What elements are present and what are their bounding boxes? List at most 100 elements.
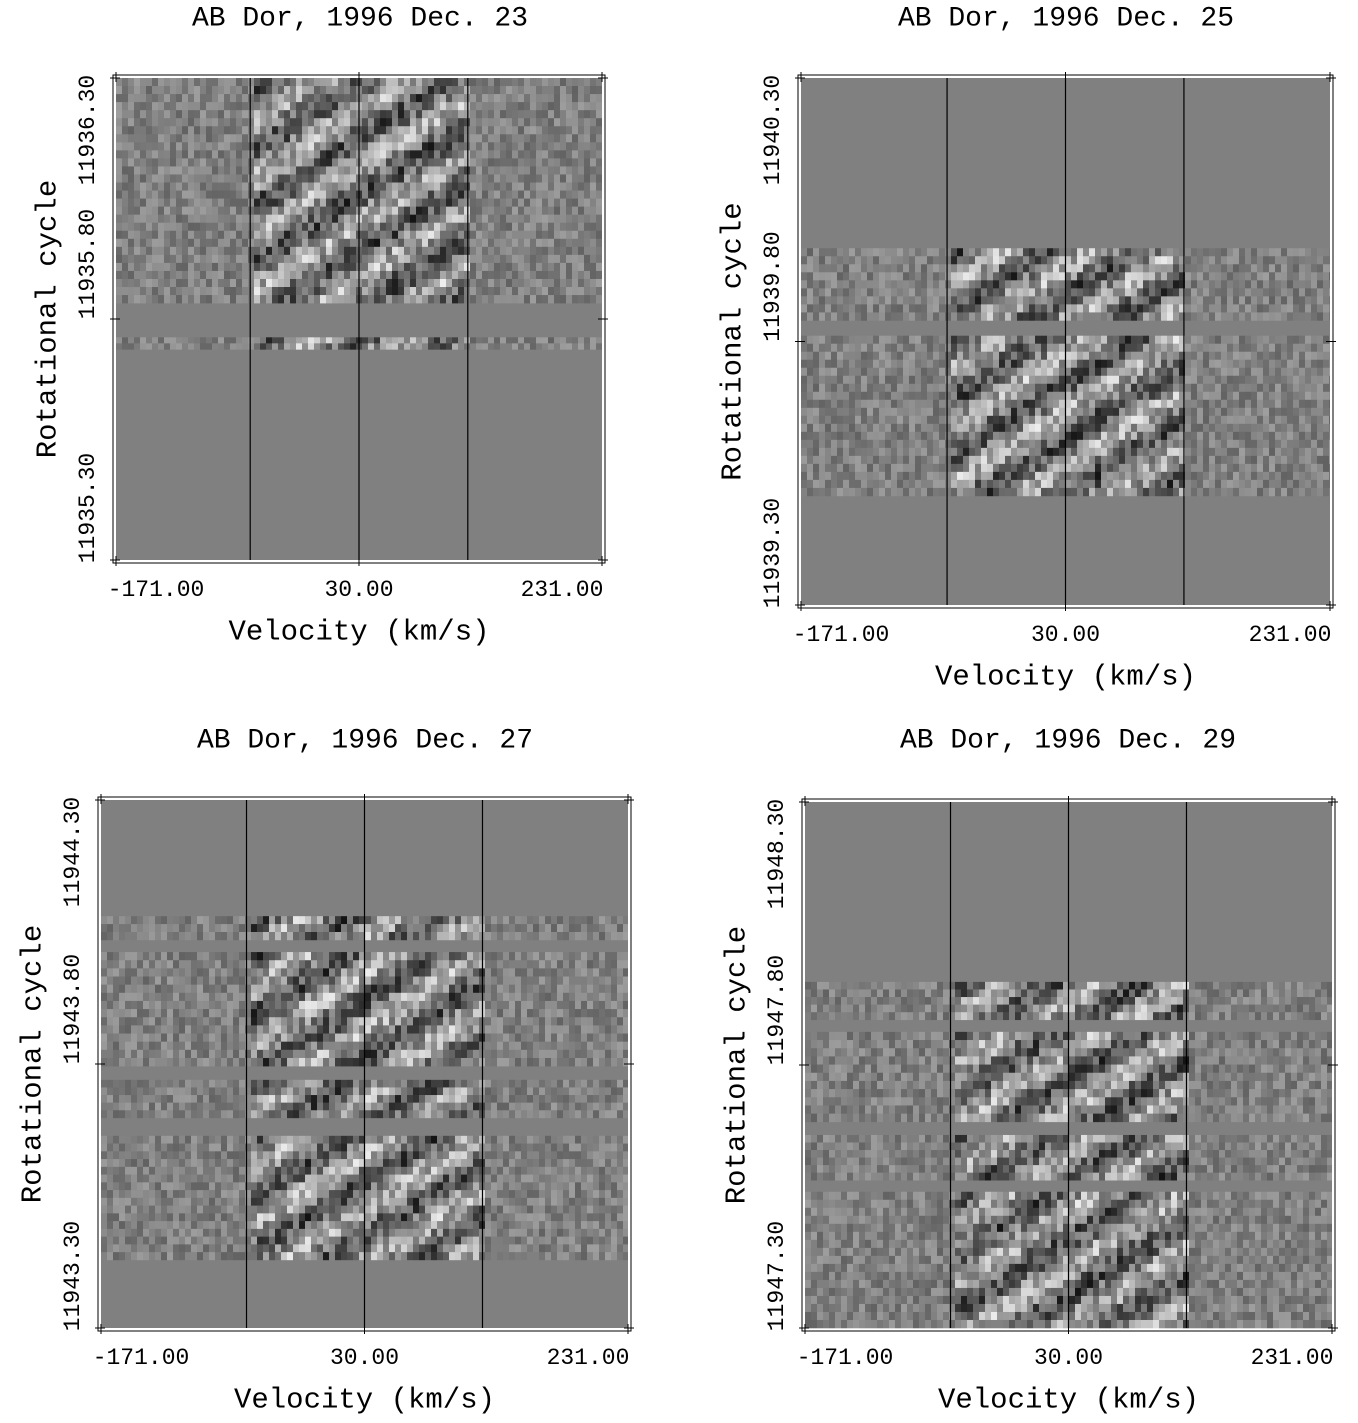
noise-cell bbox=[554, 158, 560, 166]
noise-cell bbox=[1059, 256, 1065, 264]
noise-cell bbox=[1059, 456, 1065, 464]
noise-cell bbox=[885, 416, 891, 424]
noise-cell bbox=[1257, 424, 1263, 432]
noise-cell bbox=[957, 368, 963, 376]
noise-cell bbox=[182, 118, 188, 126]
noise-cell bbox=[1293, 480, 1299, 488]
noise-cell bbox=[999, 472, 1005, 480]
noise-cell bbox=[362, 263, 368, 271]
noise-cell bbox=[560, 94, 566, 102]
noise-cell bbox=[278, 287, 284, 295]
noise-cell bbox=[524, 110, 530, 118]
noise-cell bbox=[482, 295, 488, 303]
noise-cell bbox=[212, 174, 218, 182]
noise-cell bbox=[188, 166, 194, 174]
noise-cell bbox=[843, 264, 849, 272]
noise-cell bbox=[969, 280, 975, 288]
noise-cell bbox=[813, 280, 819, 288]
noise-cell bbox=[134, 78, 140, 86]
noise-cell bbox=[344, 86, 350, 94]
noise-cell bbox=[272, 110, 278, 118]
noise-cell bbox=[1089, 272, 1095, 280]
noise-cell bbox=[260, 247, 266, 255]
noise-cell bbox=[1083, 360, 1089, 368]
noise-cell bbox=[1035, 368, 1041, 376]
noise-cell bbox=[380, 166, 386, 174]
noise-cell bbox=[819, 288, 825, 296]
noise-cell bbox=[416, 166, 422, 174]
noise-cell bbox=[1119, 408, 1125, 416]
noise-cell bbox=[993, 288, 999, 296]
noise-cell bbox=[915, 440, 921, 448]
noise-cell bbox=[1233, 448, 1239, 456]
noise-cell bbox=[867, 280, 873, 288]
noise-cell bbox=[194, 337, 200, 343]
noise-cell bbox=[801, 360, 807, 368]
noise-cell bbox=[212, 134, 218, 142]
noise-cell bbox=[140, 295, 146, 303]
noise-cell bbox=[206, 207, 212, 215]
noise-cell bbox=[921, 304, 927, 312]
noise-cell bbox=[374, 118, 380, 126]
noise-cell bbox=[398, 142, 404, 150]
noise-cell bbox=[801, 488, 807, 496]
noise-cell bbox=[1101, 400, 1107, 408]
noise-cell bbox=[1245, 472, 1251, 480]
noise-cell bbox=[488, 110, 494, 118]
noise-cell bbox=[1293, 368, 1299, 376]
noise-cell bbox=[578, 343, 584, 349]
noise-cell bbox=[987, 376, 993, 384]
noise-cell bbox=[428, 134, 434, 142]
noise-cell bbox=[1311, 248, 1317, 256]
noise-cell bbox=[909, 440, 915, 448]
noise-cell bbox=[530, 183, 536, 191]
noise-cell bbox=[314, 199, 320, 207]
noise-cell bbox=[578, 183, 584, 191]
noise-cell bbox=[404, 118, 410, 126]
noise-cell bbox=[819, 296, 825, 304]
noise-cell bbox=[1293, 248, 1299, 256]
noise-cell bbox=[590, 183, 596, 191]
noise-cell bbox=[1131, 336, 1137, 344]
noise-cell bbox=[993, 448, 999, 456]
noise-cell bbox=[152, 337, 158, 343]
noise-cell bbox=[182, 231, 188, 239]
noise-cell bbox=[434, 110, 440, 118]
noise-cell bbox=[422, 337, 428, 343]
noise-cell bbox=[518, 215, 524, 223]
noise-cell bbox=[440, 271, 446, 279]
noise-cell bbox=[837, 392, 843, 400]
noise-cell bbox=[422, 166, 428, 174]
noise-cell bbox=[308, 207, 314, 215]
noise-cell bbox=[194, 295, 200, 303]
noise-cell bbox=[1305, 264, 1311, 272]
noise-cell bbox=[843, 392, 849, 400]
noise-cell bbox=[1089, 352, 1095, 360]
noise-cell bbox=[1071, 416, 1077, 424]
noise-cell bbox=[200, 126, 206, 134]
noise-cell bbox=[1329, 360, 1330, 368]
noise-cell bbox=[116, 295, 122, 303]
noise-cell bbox=[1299, 464, 1305, 472]
noise-cell bbox=[266, 337, 272, 343]
noise-cell bbox=[530, 337, 536, 343]
noise-cell bbox=[963, 440, 969, 448]
noise-cell bbox=[122, 102, 128, 110]
noise-cell bbox=[536, 199, 542, 207]
noise-cell bbox=[1059, 448, 1065, 456]
noise-cell bbox=[128, 126, 134, 134]
noise-cell bbox=[1095, 304, 1101, 312]
noise-cell bbox=[867, 432, 873, 440]
noise-cell bbox=[1131, 256, 1137, 264]
noise-cell bbox=[1227, 480, 1233, 488]
noise-cell bbox=[236, 183, 242, 191]
noise-cell bbox=[578, 207, 584, 215]
noise-cell bbox=[1125, 400, 1131, 408]
noise-cell bbox=[248, 199, 254, 207]
noise-cell bbox=[1131, 432, 1137, 440]
noise-cell bbox=[470, 94, 476, 102]
noise-cell bbox=[524, 247, 530, 255]
noise-cell bbox=[1131, 352, 1137, 360]
noise-cell bbox=[1083, 384, 1089, 392]
noise-cell bbox=[927, 336, 933, 344]
